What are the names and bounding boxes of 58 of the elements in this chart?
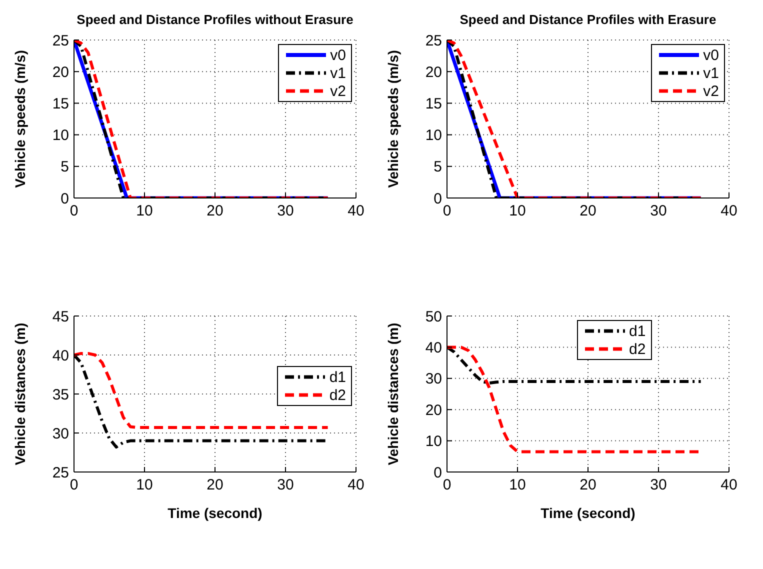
y-tick-label: 20 <box>425 402 442 419</box>
legend-label: d1 <box>629 322 646 340</box>
x-tick-label: 10 <box>136 476 153 494</box>
x-tick-label: 40 <box>720 476 738 494</box>
x-tick-label: 20 <box>206 202 224 220</box>
legend-label: d1 <box>329 368 346 386</box>
chart-title: Speed and Distance Profiles with Erasure <box>458 12 718 27</box>
x-tick-label: 20 <box>206 476 224 494</box>
x-axis-title: Time (second) <box>540 505 636 521</box>
legend-label: d2 <box>329 386 346 404</box>
y-tick-label: 0 <box>434 190 442 208</box>
x-tick-label: 30 <box>277 202 294 220</box>
x-tick-label: 30 <box>650 476 667 494</box>
y-tick-label: 25 <box>425 32 442 50</box>
y-tick-label: 40 <box>52 347 69 364</box>
y-tick-label: 10 <box>425 433 442 450</box>
legend-label: v1 <box>330 64 346 82</box>
y-tick-label: 20 <box>425 64 442 81</box>
legend-label: d2 <box>629 340 646 358</box>
y-axis-title: Vehicle distances (m) <box>384 322 401 466</box>
legend-label: v0 <box>703 46 719 64</box>
x-tick-label: 30 <box>650 202 667 220</box>
legend-label: v2 <box>330 82 346 100</box>
x-tick-label: 40 <box>348 476 364 494</box>
y-tick-label: 35 <box>52 386 69 404</box>
y-axis-title: Vehicle distances (m) <box>12 322 28 466</box>
y-axis-title: Vehicle speeds (m/s) <box>384 50 401 188</box>
y-tick-label: 25 <box>52 32 69 50</box>
x-tick-label: 10 <box>509 202 526 220</box>
legend-label: v1 <box>703 64 719 82</box>
y-tick-label: 0 <box>60 190 69 208</box>
line-series <box>74 352 330 430</box>
y-tick-label: 5 <box>434 158 442 176</box>
legend-label: v0 <box>330 46 346 64</box>
y-tick-label: 50 <box>425 308 442 326</box>
x-tick-label: 40 <box>720 202 738 220</box>
y-tick-label: 30 <box>52 425 69 442</box>
x-tick-label: 40 <box>348 202 364 220</box>
y-tick-label: 45 <box>52 308 69 326</box>
y-tick-label: 30 <box>425 370 442 388</box>
y-tick-label: 25 <box>52 464 69 482</box>
x-tick-label: 10 <box>136 202 153 220</box>
legend-label: v2 <box>703 82 719 100</box>
y-tick-label: 10 <box>425 127 442 144</box>
x-tick-label: 20 <box>580 476 596 494</box>
y-tick-label: 15 <box>52 96 69 113</box>
x-tick-label: 10 <box>509 476 526 494</box>
x-tick-label: 20 <box>580 202 596 220</box>
y-tick-label: 20 <box>52 64 69 81</box>
chart-title: Speed and Distance Profiles without Erasure <box>76 12 354 27</box>
y-tick-label: 5 <box>60 158 69 176</box>
x-tick-label: 30 <box>277 476 294 494</box>
y-tick-label: 0 <box>434 464 442 482</box>
y-axis-title: Vehicle speeds (m/s) <box>12 50 28 188</box>
y-tick-label: 15 <box>425 96 442 113</box>
x-axis-title: Time (second) <box>168 505 262 521</box>
y-tick-label: 10 <box>52 127 69 144</box>
y-tick-label: 40 <box>425 340 442 357</box>
